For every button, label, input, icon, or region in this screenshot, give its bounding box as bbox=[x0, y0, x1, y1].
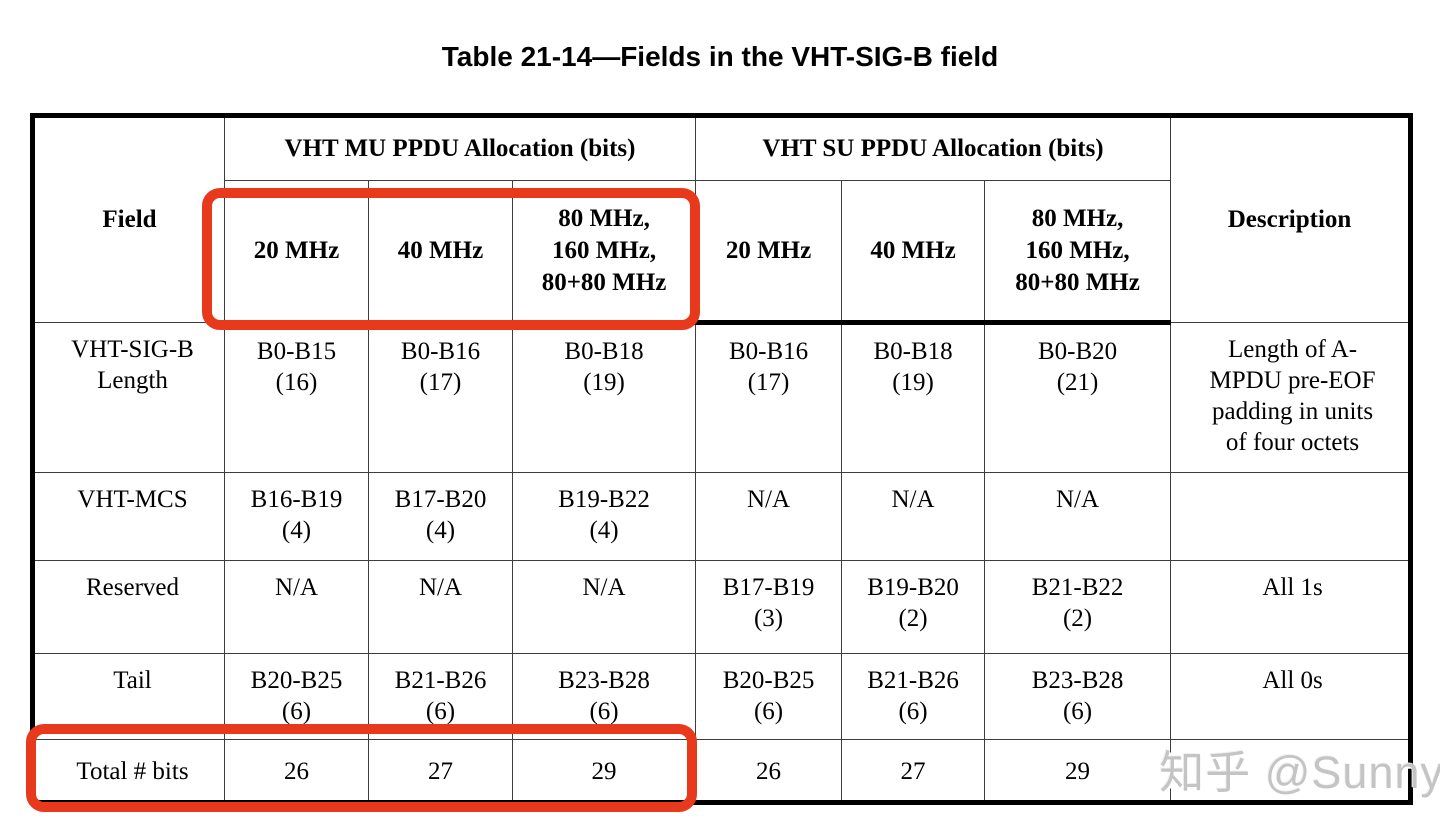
table-cell: 29 bbox=[984, 739, 1172, 803]
table-cell: B16-B19 (4) bbox=[224, 472, 369, 561]
description-cell: All 1s bbox=[1170, 560, 1412, 654]
mu-20mhz-header: 20 MHz bbox=[224, 180, 369, 325]
table-cell: B19-B22 (4) bbox=[511, 472, 697, 561]
field-cell: VHT-SIG-B Length bbox=[32, 322, 225, 473]
description-cell: Length of A- MPDU pre-EOF padding in uni… bbox=[1170, 322, 1412, 473]
mu-group-header: VHT MU PPDU Allocation (bits) bbox=[223, 115, 697, 181]
table-cell: N/A bbox=[368, 560, 513, 654]
su-40mhz-header: 40 MHz bbox=[841, 180, 986, 325]
table-cell: B0-B16 (17) bbox=[368, 322, 513, 473]
field-cell: Tail bbox=[32, 653, 225, 740]
table-cell: B0-B16 (17) bbox=[695, 322, 843, 473]
table-row-total-bits: Total # bits 26 27 29 26 27 29 bbox=[32, 739, 1412, 803]
table-row-reserved: Reserved N/A N/A N/A B17-B19 (3) B19-B20… bbox=[32, 560, 1412, 654]
table-cell: N/A bbox=[984, 472, 1172, 561]
su-80mhz-header: 80 MHz, 160 MHz, 80+80 MHz bbox=[984, 180, 1172, 325]
field-cell: Total # bits bbox=[32, 739, 225, 803]
table-cell: N/A bbox=[511, 560, 697, 654]
table-cell: B19-B20 (2) bbox=[841, 560, 986, 654]
table-cell: B0-B18 (19) bbox=[841, 322, 986, 473]
vht-sig-b-fields-table: Field VHT MU PPDU Allocation (bits) VHT … bbox=[30, 113, 1414, 805]
field-cell: VHT-MCS bbox=[32, 472, 225, 561]
description-cell bbox=[1170, 739, 1412, 803]
table-cell: N/A bbox=[695, 472, 843, 561]
table-cell: 27 bbox=[368, 739, 513, 803]
table-cell: 26 bbox=[695, 739, 843, 803]
table-cell: N/A bbox=[841, 472, 986, 561]
table-cell: B20-B25 (6) bbox=[695, 653, 843, 740]
table-cell: B23-B28 (6) bbox=[984, 653, 1172, 740]
table-cell: B20-B25 (6) bbox=[224, 653, 369, 740]
table-cell: 27 bbox=[841, 739, 986, 803]
zhihu-watermark: 知乎 @Sunny bbox=[1159, 747, 1440, 798]
description-cell: All 0s bbox=[1170, 653, 1412, 740]
mu-40mhz-header: 40 MHz bbox=[368, 180, 513, 325]
table-cell: B0-B18 (19) bbox=[511, 322, 697, 473]
group-header-row: Field VHT MU PPDU Allocation (bits) VHT … bbox=[32, 115, 1412, 323]
table-cell: B0-B15 (16) bbox=[224, 322, 369, 473]
table-row-tail: Tail B20-B25 (6) B21-B26 (6) B23-B28 (6)… bbox=[32, 653, 1412, 740]
description-cell bbox=[1170, 472, 1412, 561]
field-cell: Reserved bbox=[32, 560, 225, 654]
table-row-vht-sig-b-length: VHT-SIG-B Length B0-B15 (16) B0-B16 (17)… bbox=[32, 322, 1412, 473]
table-cell: B21-B26 (6) bbox=[841, 653, 986, 740]
field-column-header: Field bbox=[32, 115, 225, 323]
description-column-header: Description bbox=[1170, 115, 1412, 323]
table-cell: B21-B26 (6) bbox=[368, 653, 513, 740]
table-cell: B21-B22 (2) bbox=[984, 560, 1172, 654]
table-cell: B17-B20 (4) bbox=[368, 472, 513, 561]
su-20mhz-header: 20 MHz bbox=[695, 180, 843, 325]
table-cell: 29 bbox=[511, 739, 697, 803]
table-cell: B17-B19 (3) bbox=[695, 560, 843, 654]
mu-80mhz-header: 80 MHz, 160 MHz, 80+80 MHz bbox=[511, 180, 697, 325]
table-caption: Table 21-14—Fields in the VHT-SIG-B fiel… bbox=[441, 41, 999, 72]
su-group-header: VHT SU PPDU Allocation (bits) bbox=[695, 115, 1172, 181]
table-cell: B23-B28 (6) bbox=[511, 653, 697, 740]
table-cell: N/A bbox=[224, 560, 369, 654]
table-row-vht-mcs: VHT-MCS B16-B19 (4) B17-B20 (4) B19-B22 … bbox=[32, 472, 1412, 561]
table-cell: B0-B20 (21) bbox=[984, 322, 1172, 473]
table-cell: 26 bbox=[224, 739, 369, 803]
